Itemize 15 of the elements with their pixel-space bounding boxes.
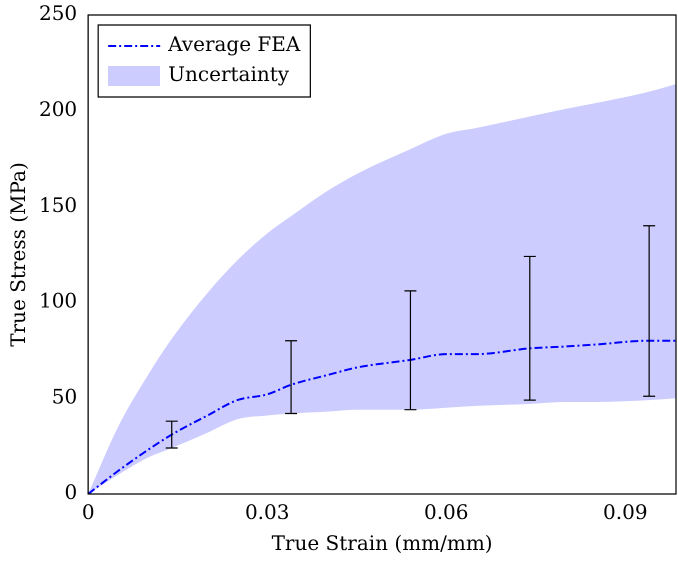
legend-label: Average FEA xyxy=(167,32,301,56)
y-tick-label: 100 xyxy=(38,288,78,313)
y-tick-label: 200 xyxy=(38,97,78,122)
x-tick-label: 0 xyxy=(82,500,95,524)
y-axis-title: True Stress (MPa) xyxy=(6,162,30,347)
x-axis-title: True Strain (mm/mm) xyxy=(272,531,493,556)
x-tick-label: 0.03 xyxy=(244,500,290,524)
line-series xyxy=(88,340,676,494)
y-tick-label: 150 xyxy=(38,192,78,217)
annotation: Uncertainty xyxy=(168,62,290,86)
y-tick-label: 50 xyxy=(52,384,78,408)
x-tick-label: 0.06 xyxy=(424,500,469,524)
y-tick-label: 250 xyxy=(38,1,78,26)
x-tick-label: 0.09 xyxy=(603,500,648,524)
y-tick-label: 0 xyxy=(64,480,78,504)
